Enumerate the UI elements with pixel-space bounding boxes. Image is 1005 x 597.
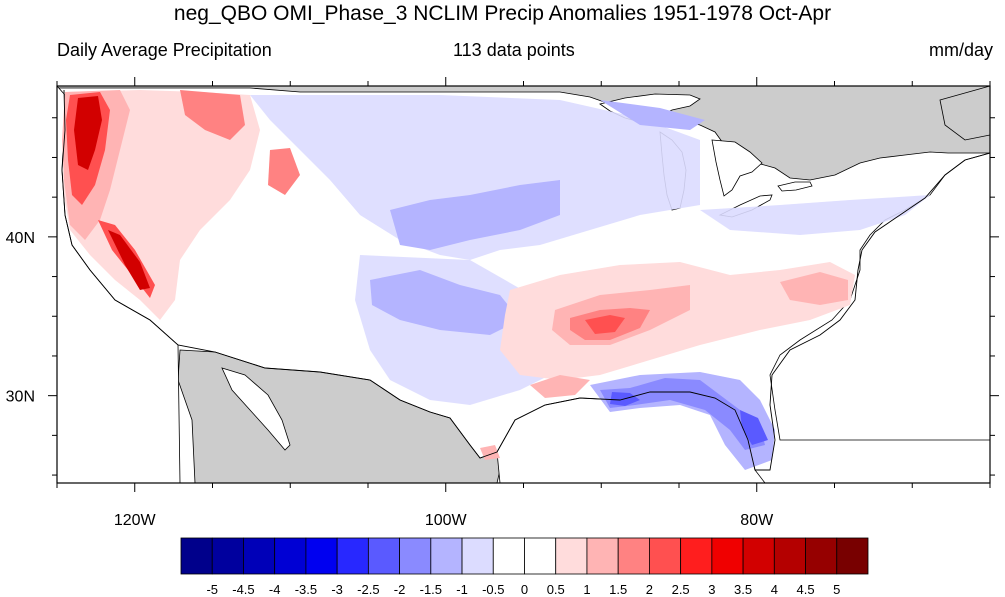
colorbar-swatch: [399, 537, 432, 575]
longitude-axis: 120W 100W 80W: [56, 77, 991, 529]
colorbar-label: 5: [833, 582, 840, 597]
lon-tick-label: 120W: [114, 512, 157, 529]
units-label: mm/day: [928, 40, 993, 60]
colorbar-swatch: [524, 537, 557, 575]
light-blue-anomaly: [700, 195, 930, 235]
lat-tick-label: 40N: [6, 230, 35, 247]
colorbar-label: -2: [394, 582, 406, 597]
left-subtitle: Daily Average Precipitation: [57, 40, 272, 60]
colorbar-label: 3.5: [734, 582, 752, 597]
colorbar-label: 2.5: [672, 582, 690, 597]
very-strong-red-anomaly: [585, 315, 625, 334]
nova-scotia: [939, 86, 990, 141]
colorbar-label: -3: [331, 582, 343, 597]
colorbar-swatch: [649, 537, 682, 575]
colorbar-label: 2: [646, 582, 653, 597]
colorbar-label: -4: [269, 582, 281, 597]
light-red-anomaly: [500, 262, 855, 380]
lon-tick-label: 80W: [740, 512, 774, 529]
colorbar-swatch: [180, 537, 213, 575]
colorbar-label: 4: [771, 582, 778, 597]
center-subtitle: 113 data points: [453, 40, 575, 60]
colorbar-label: 1.5: [609, 582, 627, 597]
colorbar-label: 4.5: [797, 582, 815, 597]
colorbar-swatch: [836, 537, 869, 575]
colorbar-swatch: [336, 537, 369, 575]
colorbar-swatch: [680, 537, 713, 575]
colorbar-swatch: [461, 537, 494, 575]
colorbar-label: -4.5: [232, 582, 254, 597]
colorbar-swatch: [367, 537, 400, 575]
colorbar-label: 1: [583, 582, 590, 597]
colorbar-swatch: [274, 537, 307, 575]
colorbar-swatch: [617, 537, 650, 575]
colorbar-swatch: [430, 537, 463, 575]
colorbar-label: 0.5: [547, 582, 565, 597]
medium-blue-anomaly: [370, 270, 520, 335]
idaho-red: [180, 90, 245, 140]
lake-huron: [711, 139, 763, 197]
gulf-coast-red: [530, 375, 590, 398]
sierra-deep-red: [108, 230, 150, 290]
colorbar-label: 0: [521, 582, 528, 597]
colorbar: -5 -4.5 -4 -3.5 -3 -2.5 -2 -1.5 -1 -0.5 0 0.5 1 1.5 2 2…: [180, 537, 869, 597]
colorbar-label: 3: [708, 582, 715, 597]
colorbar-label: -0.5: [482, 582, 504, 597]
colorbar-swatch: [586, 537, 619, 575]
colorbar-label: -1: [456, 582, 468, 597]
colorbar-swatch: [805, 537, 838, 575]
west-coast-intense-red: [74, 96, 102, 170]
colorbar-label: -3.5: [295, 582, 317, 597]
medium-blue-anomaly: [600, 100, 705, 130]
light-blue-anomaly: [250, 95, 700, 260]
colorbar-swatch: [492, 537, 525, 575]
map-plot-area: [57, 86, 990, 483]
gulf-of-california: [221, 367, 291, 451]
lat-tick-label: 30N: [6, 389, 35, 406]
latitude-axis: 30N 40N: [6, 117, 999, 476]
colorbar-swatch: [773, 537, 806, 575]
us-coastline: [61, 89, 990, 471]
colorbar-label: -1.5: [420, 582, 442, 597]
florida-deep-blue-anomaly: [740, 410, 768, 445]
colorbar-label: -5: [206, 582, 218, 597]
medium-blue-anomaly: [390, 180, 560, 250]
colorbar-swatch: [211, 537, 244, 575]
map-title: neg_QBO OMI_Phase_3 NCLIM Precip Anomali…: [173, 2, 832, 25]
lon-tick-label: 100W: [425, 512, 468, 529]
colorbar-swatch: [555, 537, 588, 575]
lake-ontario: [777, 181, 813, 192]
precip-anomaly-field: [62, 90, 930, 470]
colorbar-swatch: [305, 537, 338, 575]
medium-red-anomaly: [780, 272, 848, 305]
atlantic-ocean: [769, 152, 990, 441]
colorbar-label: -2.5: [357, 582, 379, 597]
florida-strong-blue-anomaly: [600, 378, 765, 450]
colorbar-swatch: [742, 537, 775, 575]
wyoming-red: [268, 148, 300, 195]
colorbar-swatch: [243, 537, 276, 575]
colorbar-swatch: [711, 537, 744, 575]
